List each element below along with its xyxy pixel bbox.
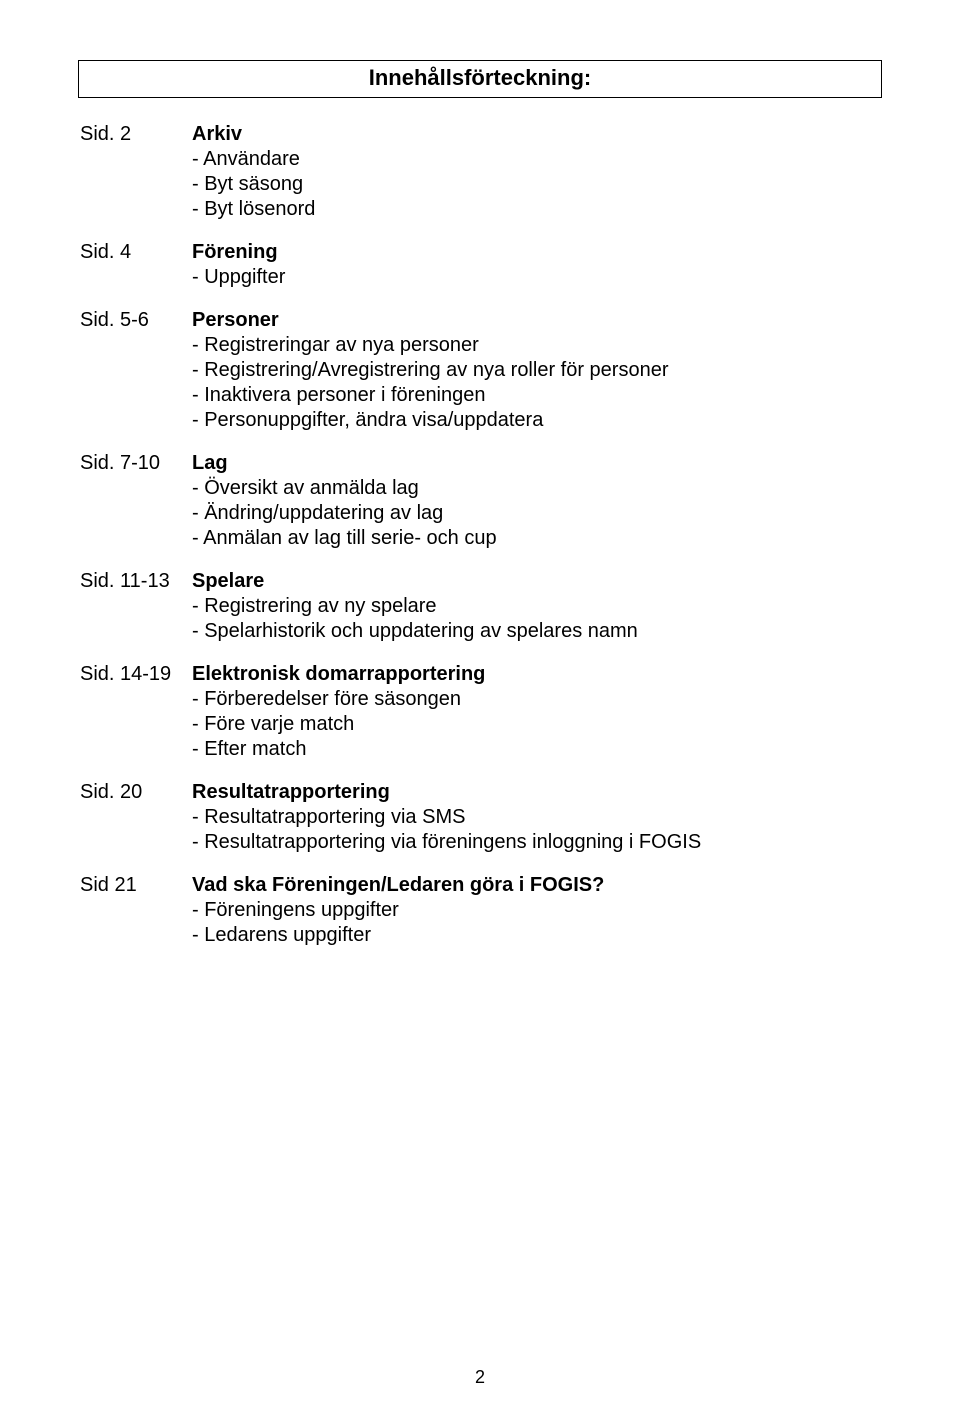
toc-item: - Anmälan av lag till serie- och cup [192, 526, 880, 551]
toc-item: - Inaktivera personer i föreningen [192, 383, 880, 408]
toc-page-ref: Sid. 11-13 [80, 569, 192, 644]
toc-item: - Efter match [192, 737, 880, 762]
toc-body: Elektronisk domarrapportering - Förbered… [192, 662, 880, 762]
toc-item: - Förberedelser före säsongen [192, 687, 880, 712]
toc-item: - Översikt av anmälda lag [192, 476, 880, 501]
toc-item: - Registreringar av nya personer [192, 333, 880, 358]
toc-body: Spelare - Registrering av ny spelare - S… [192, 569, 880, 644]
toc-body: Arkiv - Användare - Byt säsong - Byt lös… [192, 122, 880, 222]
toc-page-ref: Sid. 7-10 [80, 451, 192, 551]
toc-page-ref: Sid. 20 [80, 780, 192, 855]
toc-section: Sid. 5-6 Personer - Registreringar av ny… [80, 308, 880, 433]
toc-heading: Spelare [192, 569, 880, 594]
page-number: 2 [0, 1367, 960, 1388]
toc-item: - Resultatrapportering via SMS [192, 805, 880, 830]
toc-body: Personer - Registreringar av nya persone… [192, 308, 880, 433]
toc-section: Sid. 2 Arkiv - Användare - Byt säsong - … [80, 122, 880, 222]
toc-item: - Personuppgifter, ändra visa/uppdatera [192, 408, 880, 433]
toc-section: Sid. 4 Förening - Uppgifter [80, 240, 880, 290]
toc-item: - Byt lösenord [192, 197, 880, 222]
toc-section: Sid. 20 Resultatrapportering - Resultatr… [80, 780, 880, 855]
toc-item: - Användare [192, 147, 880, 172]
toc-body: Resultatrapportering - Resultatrapporter… [192, 780, 880, 855]
toc-section: Sid. 11-13 Spelare - Registrering av ny … [80, 569, 880, 644]
toc-item: - Ändring/uppdatering av lag [192, 501, 880, 526]
toc-body: Vad ska Föreningen/Ledaren göra i FOGIS?… [192, 873, 880, 948]
toc-page-ref: Sid. 4 [80, 240, 192, 290]
toc-item: - Före varje match [192, 712, 880, 737]
toc-item: - Byt säsong [192, 172, 880, 197]
title-box: Innehållsförteckning: [78, 60, 882, 98]
toc-item: - Registrering av ny spelare [192, 594, 880, 619]
toc-heading: Lag [192, 451, 880, 476]
document-page: Innehållsförteckning: Sid. 2 Arkiv - Anv… [0, 0, 960, 1428]
toc-page-ref: Sid. 14-19 [80, 662, 192, 762]
toc-page-ref: Sid. 2 [80, 122, 192, 222]
toc-section: Sid. 7-10 Lag - Översikt av anmälda lag … [80, 451, 880, 551]
toc-item: - Föreningens uppgifter [192, 898, 880, 923]
toc-item: - Resultatrapportering via föreningens i… [192, 830, 880, 855]
toc-section: Sid 21 Vad ska Föreningen/Ledaren göra i… [80, 873, 880, 948]
toc-page-ref: Sid. 5-6 [80, 308, 192, 433]
document-title: Innehållsförteckning: [83, 65, 877, 91]
toc-heading: Förening [192, 240, 880, 265]
toc-item: - Ledarens uppgifter [192, 923, 880, 948]
toc-heading: Arkiv [192, 122, 880, 147]
toc-page-ref: Sid 21 [80, 873, 192, 948]
toc-heading: Resultatrapportering [192, 780, 880, 805]
table-of-contents: Sid. 2 Arkiv - Användare - Byt säsong - … [80, 122, 880, 948]
toc-heading: Personer [192, 308, 880, 333]
toc-section: Sid. 14-19 Elektronisk domarrapportering… [80, 662, 880, 762]
toc-item: - Spelarhistorik och uppdatering av spel… [192, 619, 880, 644]
toc-item: - Registrering/Avregistrering av nya rol… [192, 358, 880, 383]
toc-heading: Vad ska Föreningen/Ledaren göra i FOGIS? [192, 873, 880, 898]
toc-body: Lag - Översikt av anmälda lag - Ändring/… [192, 451, 880, 551]
toc-heading: Elektronisk domarrapportering [192, 662, 880, 687]
toc-item: - Uppgifter [192, 265, 880, 290]
toc-body: Förening - Uppgifter [192, 240, 880, 290]
